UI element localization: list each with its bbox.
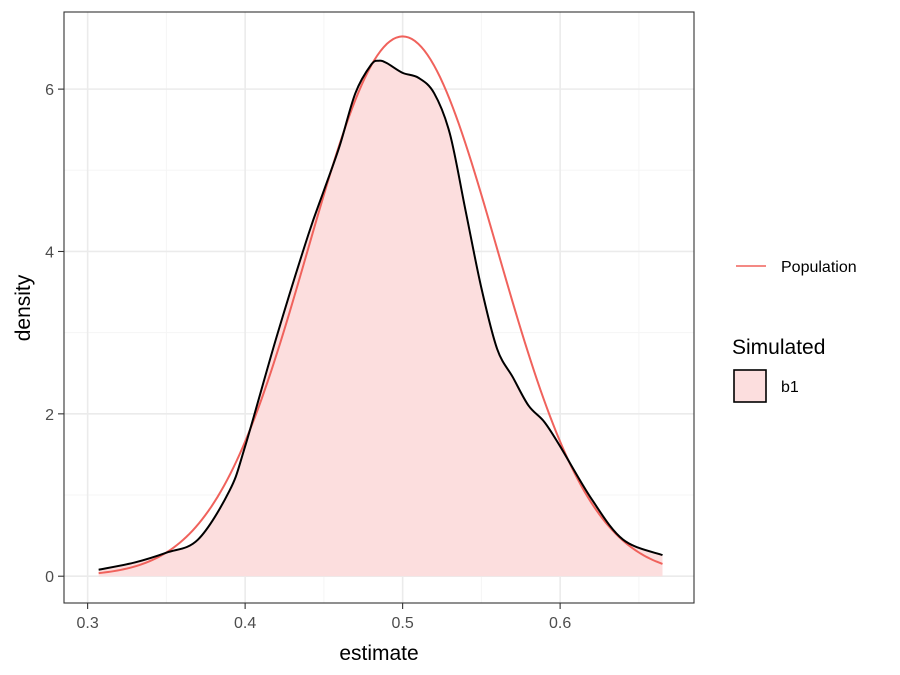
legend-b1-key <box>733 369 767 403</box>
y-tick-label: 0 <box>45 569 54 586</box>
x-axis-title: estimate <box>339 642 418 665</box>
panel-border <box>63 11 695 604</box>
legend: Population Simulated b1 <box>732 259 857 403</box>
x-tick-label: 0.6 <box>549 615 571 632</box>
simulated-density-fill <box>98 60 663 577</box>
y-tick-label: 4 <box>45 244 54 261</box>
y-tick-label: 2 <box>45 407 54 424</box>
legend-b1-label: b1 <box>781 379 799 396</box>
x-tick-label: 0.4 <box>234 615 256 632</box>
y-axis-title: density <box>12 274 35 341</box>
simulated-density-line <box>98 59 663 571</box>
y-tick-label: 6 <box>45 82 54 99</box>
y-axis-ticks: 0 2 4 6 <box>45 82 64 586</box>
x-tick-label: 0.5 <box>392 615 414 632</box>
legend-simulated-title: Simulated <box>732 336 825 359</box>
x-axis-ticks: 0.3 0.4 0.5 0.6 <box>77 603 571 632</box>
x-tick-label: 0.3 <box>77 615 99 632</box>
legend-population-label: Population <box>781 259 857 276</box>
